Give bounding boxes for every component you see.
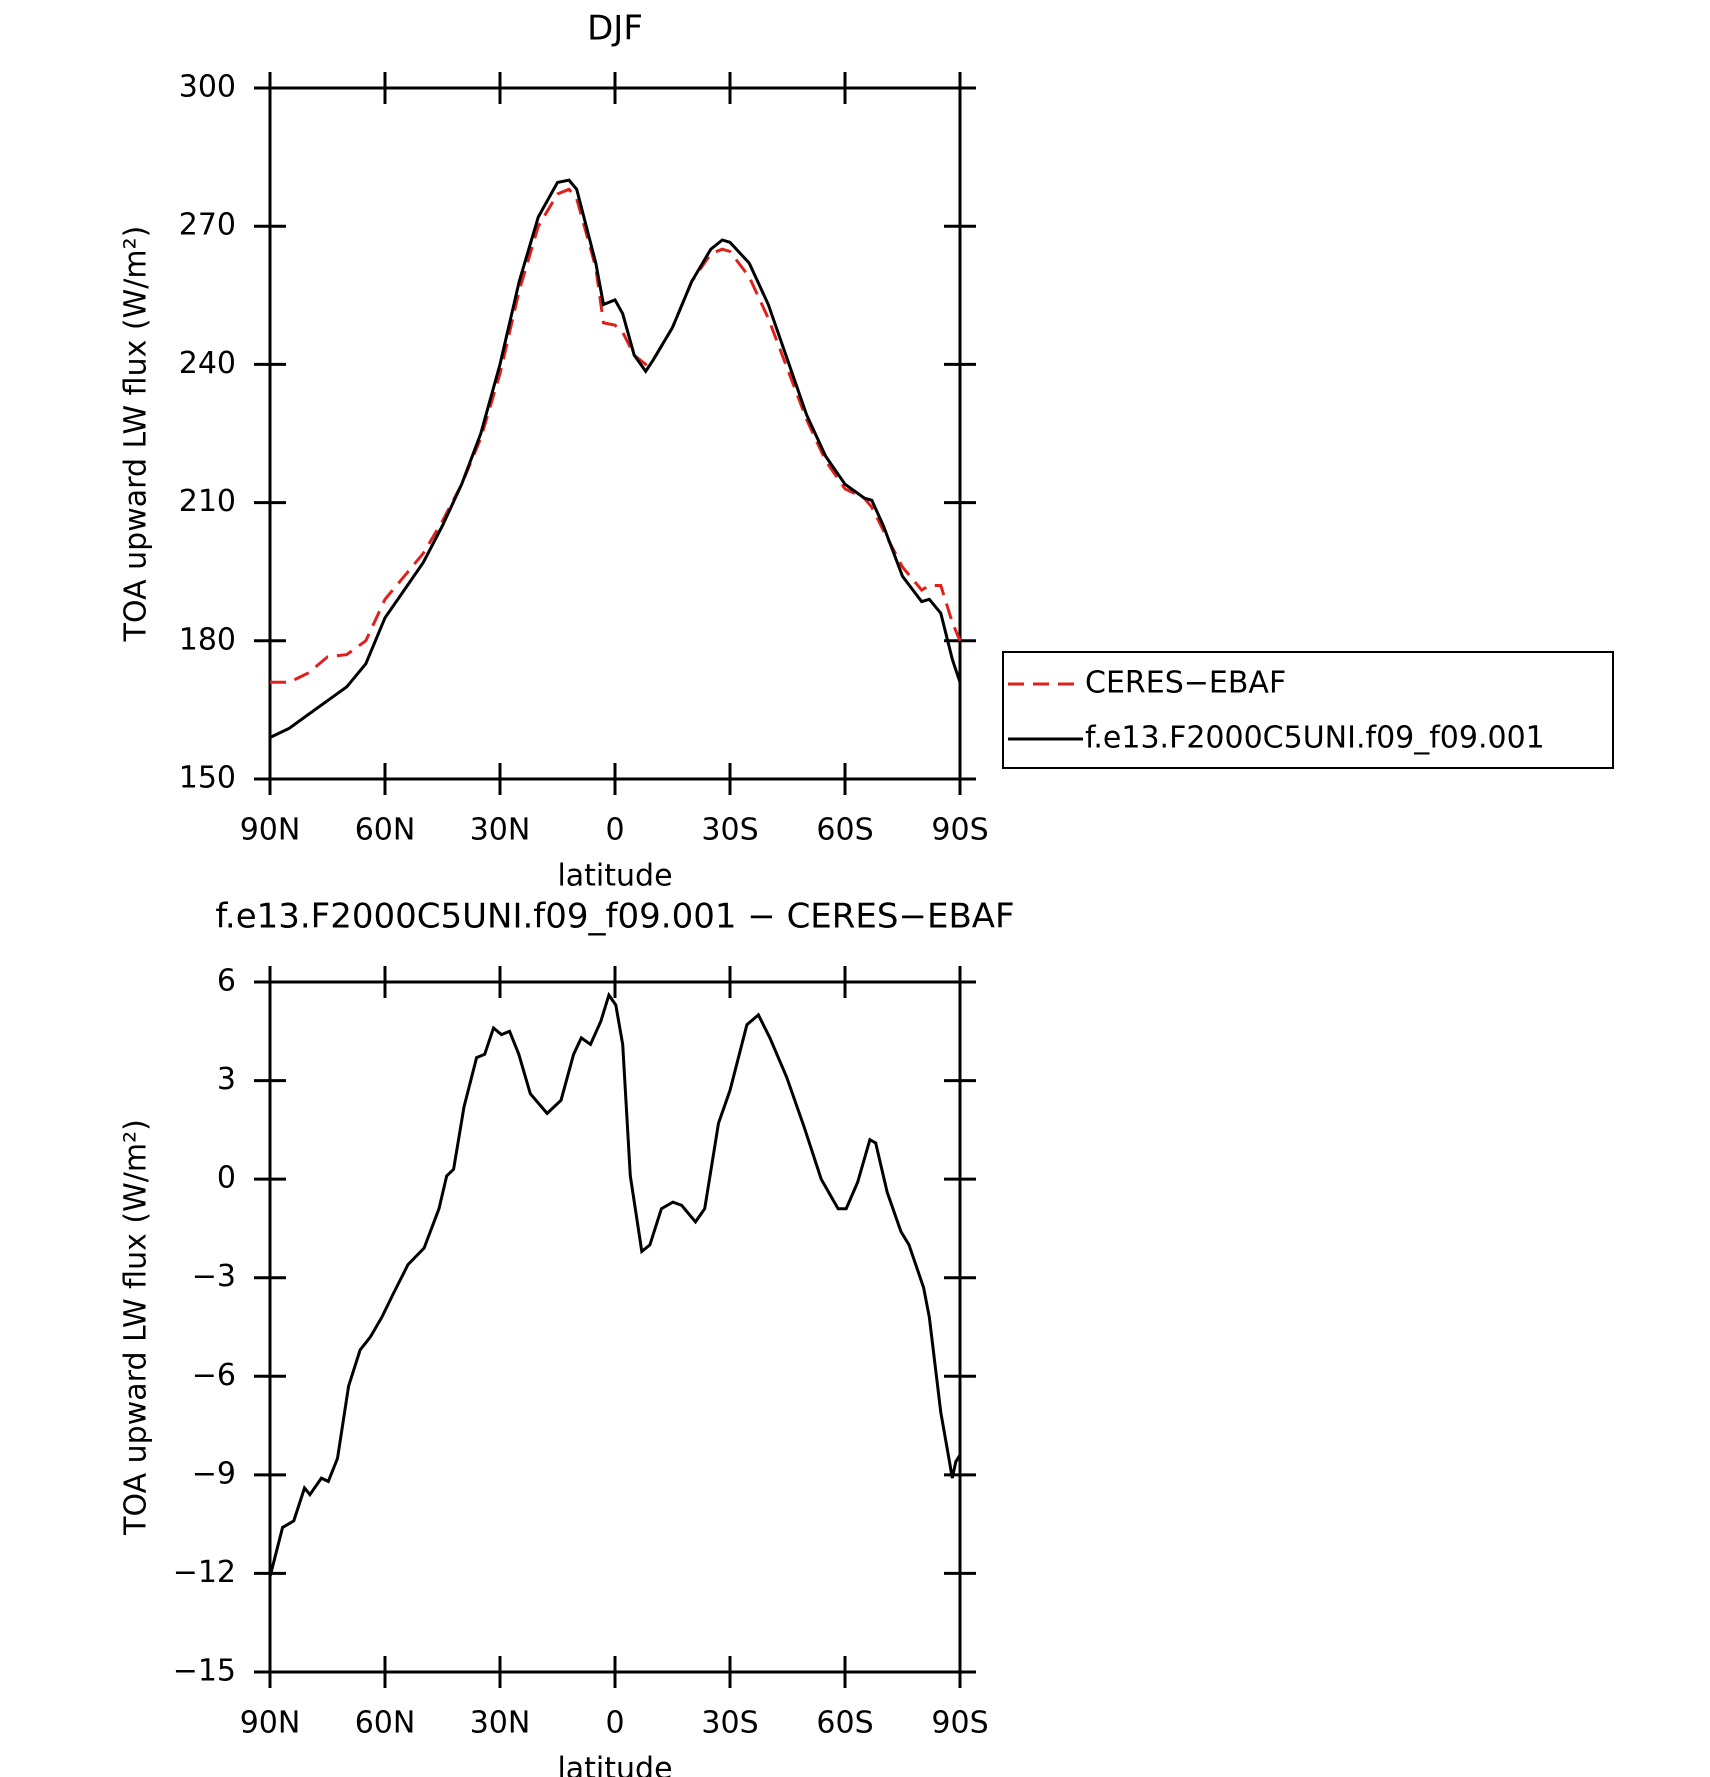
x-tick-label: 90S	[931, 1706, 988, 1741]
chart-title: f.e13.F2000C5UNI.f09_f09.001 − CERES−EBA…	[215, 897, 1014, 937]
y-tick-label: 270	[179, 208, 236, 243]
x-tick-label: 60N	[355, 813, 416, 848]
x-tick-label: 60N	[355, 1706, 416, 1741]
plot-frame	[268, 86, 962, 781]
y-tick-label: −3	[192, 1259, 236, 1294]
y-tick-label: 3	[217, 1062, 236, 1097]
x-tick-label: 60S	[816, 1706, 873, 1741]
x-tick-label: 0	[605, 1706, 624, 1741]
legend-label: CERES−EBAF	[1085, 666, 1286, 701]
data-line	[268, 991, 962, 1578]
y-axis-label: TOA upward LW flux (W/m²)	[119, 226, 154, 643]
x-tick-label: 90S	[931, 813, 988, 848]
plot-frame	[268, 980, 962, 1674]
y-tick-label: −9	[192, 1456, 236, 1491]
y-tick-label: 6	[217, 964, 236, 999]
x-tick-label: 60S	[816, 813, 873, 848]
x-tick-label: 30S	[701, 813, 758, 848]
legend-label: f.e13.F2000C5UNI.f09_f09.001	[1085, 721, 1545, 756]
x-axis-label: latitude	[557, 1752, 672, 1777]
y-tick-label: 240	[179, 346, 236, 381]
x-tick-label: 0	[605, 813, 624, 848]
x-tick-label: 90N	[240, 813, 301, 848]
x-tick-label: 30N	[470, 1706, 531, 1741]
chart-title: DJF	[587, 9, 643, 49]
x-axis-label: latitude	[557, 859, 672, 894]
legend-box	[1002, 651, 1614, 769]
data-line	[270, 187, 962, 684]
data-line	[269, 178, 962, 739]
y-tick-label: −15	[173, 1654, 236, 1689]
x-tick-label: 30N	[470, 813, 531, 848]
y-tick-label: −12	[173, 1555, 236, 1590]
x-tick-label: 90N	[240, 1706, 301, 1741]
y-axis-label: TOA upward LW flux (W/m²)	[119, 1119, 154, 1536]
y-tick-label: −6	[192, 1358, 236, 1393]
y-tick-label: 300	[179, 70, 236, 105]
y-tick-label: 180	[179, 622, 236, 657]
y-tick-label: 150	[179, 761, 236, 796]
x-tick-label: 30S	[701, 1706, 758, 1741]
y-tick-label: 0	[217, 1161, 236, 1196]
y-tick-label: 210	[179, 484, 236, 519]
